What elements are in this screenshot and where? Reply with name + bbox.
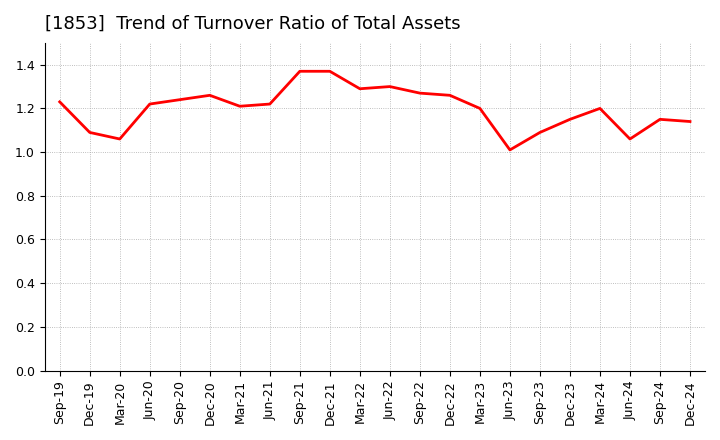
Text: [1853]  Trend of Turnover Ratio of Total Assets: [1853] Trend of Turnover Ratio of Total … bbox=[45, 15, 460, 33]
